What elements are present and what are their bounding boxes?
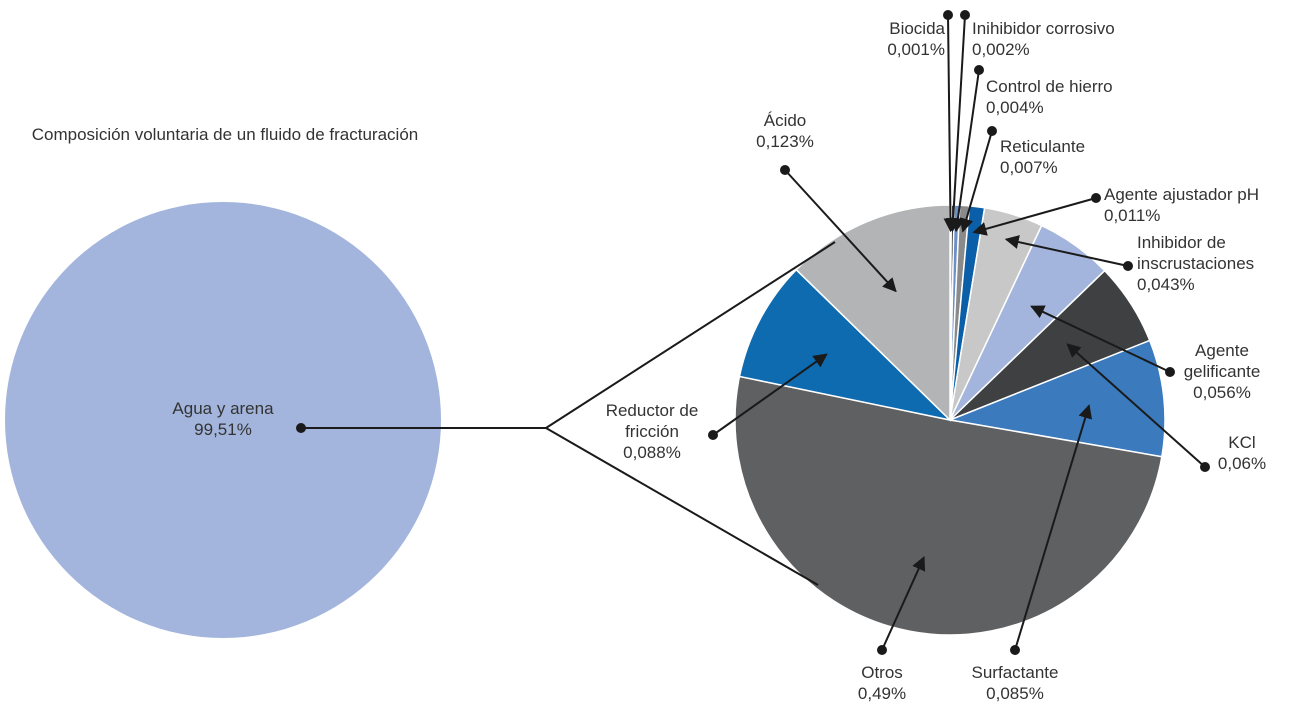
leader-line — [1066, 343, 1206, 468]
label-name: Control de hierro — [986, 77, 1113, 96]
label-dot — [987, 126, 997, 136]
pie-slice — [734, 375, 1163, 636]
label-value: 0,088% — [623, 443, 681, 462]
label-value: 99,51% — [194, 420, 252, 439]
chart-title: Composición voluntaria de un fluido de f… — [31, 125, 419, 144]
leader-line — [943, 14, 958, 233]
label-dot — [1200, 462, 1210, 472]
label-dot — [708, 430, 718, 440]
label-value: 0,011% — [1104, 206, 1161, 225]
label-value: 0,001% — [887, 40, 945, 59]
leader-line — [972, 197, 1097, 236]
label-value: 0,043% — [1137, 275, 1195, 294]
leader-line — [1004, 235, 1129, 267]
slice-label: Biocida 0,001% — [855, 18, 945, 60]
slice-label: Reticulante 0,007% — [1000, 136, 1120, 178]
label-dot — [780, 165, 790, 175]
leader-line — [1030, 305, 1171, 373]
label-name: Otros — [861, 663, 903, 682]
label-value: 0,002% — [972, 40, 1030, 59]
label-name: Inihibidor corrosivo — [972, 19, 1115, 38]
leader-line — [1014, 404, 1093, 651]
label-value: 0,085% — [986, 684, 1044, 703]
pie-slice — [738, 268, 953, 422]
slice-label: Reductor de fricción 0,088% — [602, 400, 702, 463]
pie-slice — [947, 339, 1166, 458]
slice-label: Control de hierro 0,004% — [986, 76, 1156, 118]
label-name: Reticulante — [1000, 137, 1086, 156]
slice-label: Agente ajustador pH 0,011% — [1104, 184, 1309, 226]
leader-line — [784, 169, 897, 293]
connector — [545, 241, 836, 429]
leader-line — [950, 69, 980, 233]
slice-label: Inhibidor de inscrustaciones 0,043% — [1137, 232, 1269, 295]
label-dot — [960, 10, 970, 20]
leader-line — [946, 14, 966, 233]
slice-label: Surfactante 0,085% — [945, 662, 1085, 704]
label-dot — [974, 65, 984, 75]
label-dot — [1165, 367, 1175, 377]
label-dot — [877, 645, 887, 655]
slice-label: Otros 0,49% — [832, 662, 932, 704]
connector — [545, 427, 819, 586]
slice-label: Inihibidor corrosivo 0,002% — [972, 18, 1162, 60]
slice-label: Ácido 0,123% — [735, 110, 835, 152]
label-dot — [1091, 193, 1101, 203]
label-value: 0,123% — [756, 132, 814, 151]
label-name: Reductor de fricción — [605, 401, 699, 441]
label-name: Biocida — [889, 19, 945, 38]
label-value: 0,004% — [986, 98, 1044, 117]
label-dot — [943, 10, 953, 20]
label-dot — [1010, 645, 1020, 655]
label-name: Ácido — [763, 111, 807, 130]
main-pie — [5, 202, 441, 638]
slice-label: Agua y arena 99,51% — [123, 398, 323, 440]
label-value: 0,007% — [1000, 158, 1058, 177]
label-value: 0,49% — [857, 684, 907, 703]
label-name: Inhibidor de inscrustaciones — [1137, 233, 1255, 273]
leader-line — [881, 556, 926, 651]
leader-line — [959, 130, 993, 233]
label-name: Agente gelificante — [1183, 341, 1261, 381]
label-value: 0,06% — [1217, 454, 1267, 473]
label-dot — [1123, 261, 1133, 271]
label-name: Agua y arena — [172, 399, 274, 418]
label-name: KCl — [1228, 433, 1256, 452]
label-name: Agente ajustador pH — [1104, 185, 1259, 204]
label-value: 0,056% — [1193, 383, 1251, 402]
slice-label: KCl 0,06% — [1212, 432, 1272, 474]
slice-label: Agente gelificante 0,056% — [1176, 340, 1268, 403]
leader-line — [712, 353, 828, 436]
label-name: Surfactante — [971, 663, 1059, 682]
